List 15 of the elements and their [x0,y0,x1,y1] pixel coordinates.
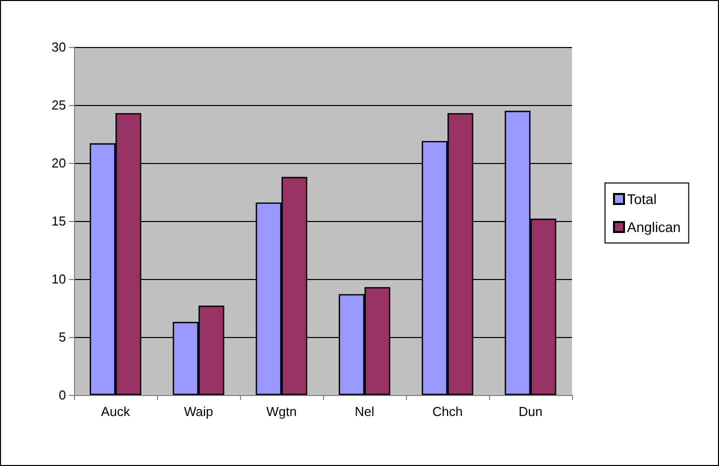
x-tick-label: Auck [101,404,130,419]
legend-label: Total [627,191,657,207]
y-tick-label: 5 [58,330,66,344]
x-tick-label: Nel [354,404,374,419]
x-tick-label: Wgtn [266,404,297,419]
x-tick-label: Chch [432,404,463,419]
x-tick-label: Dun [518,404,542,419]
y-tick-label: 25 [52,98,66,112]
x-tick-label: Waip [184,404,214,419]
y-tick-label: 20 [52,156,66,170]
legend-label: Anglican [627,219,681,235]
y-tick-label: 30 [52,40,66,54]
y-tick-label: 15 [52,214,66,228]
y-tick-label: 10 [52,272,66,286]
y-tick-label: 0 [58,388,66,402]
